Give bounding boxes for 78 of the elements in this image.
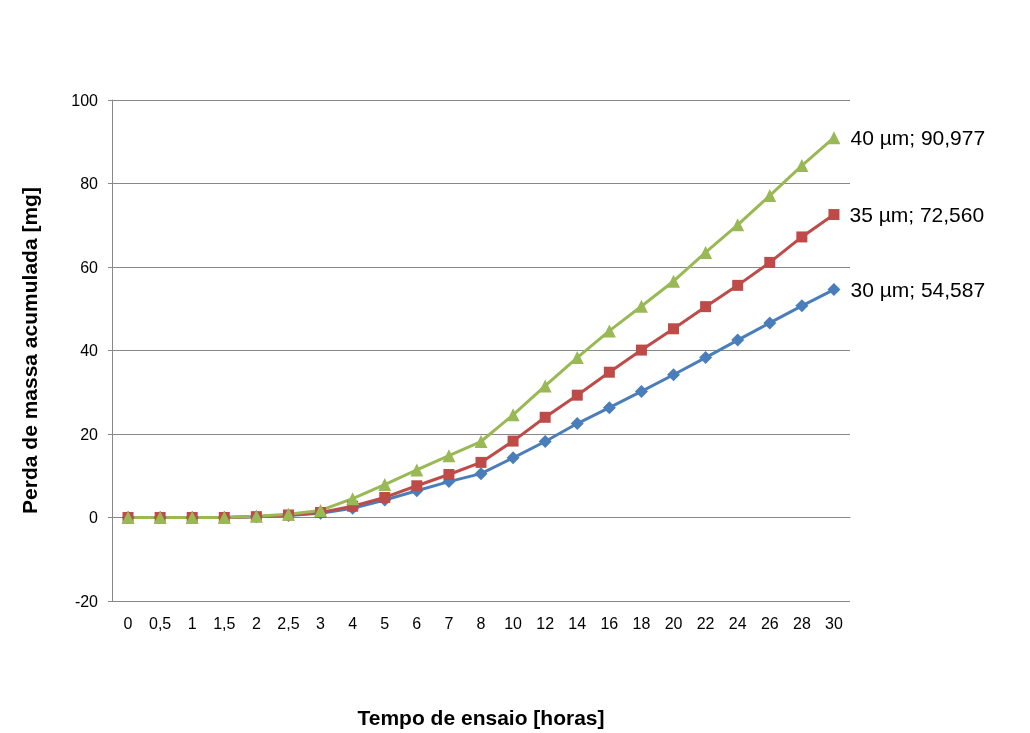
point: [570, 417, 584, 431]
point: [764, 256, 776, 268]
point: [474, 435, 488, 449]
x-tick-label: 22: [696, 614, 715, 632]
x-tick-label: 2: [251, 614, 261, 632]
point: [506, 408, 520, 422]
x-tick-label: 30: [825, 614, 843, 632]
point: [763, 316, 777, 330]
point: [795, 299, 809, 313]
y-tick-label: 100: [71, 91, 99, 109]
data-label: 30 µm; 54,587: [850, 278, 986, 302]
x-tick-label: 12: [536, 614, 555, 632]
x-tick-label: 16: [600, 614, 619, 632]
point: [474, 467, 488, 481]
point: [668, 323, 680, 335]
point: [699, 245, 713, 259]
point: [442, 449, 456, 463]
point: [571, 389, 583, 401]
x-tick-label: 18: [632, 614, 651, 632]
y-tick-label: 0: [89, 509, 99, 526]
y-tick-label: 20: [80, 425, 99, 443]
x-tick-label: 10: [504, 614, 523, 632]
point: [796, 231, 808, 243]
y-tick-label: 80: [80, 175, 99, 192]
point: [603, 366, 615, 378]
y-tick-label: -20: [74, 592, 99, 610]
x-tick-label: 1,5: [213, 614, 236, 632]
x-axis-title: Tempo de ensaio [horas]: [357, 706, 605, 729]
point: [410, 463, 424, 477]
point: [506, 451, 520, 465]
point: [346, 492, 360, 506]
point: [827, 131, 841, 145]
point: [828, 209, 840, 221]
point: [538, 379, 552, 393]
x-tick-label: 24: [728, 614, 747, 632]
point: [570, 351, 584, 365]
x-tick-label: 5: [380, 614, 390, 632]
y-tick-label: 60: [80, 258, 99, 276]
point: [667, 368, 681, 382]
x-tick-label: 14: [568, 614, 587, 632]
x-tick-label: 4: [348, 614, 358, 632]
x-tick-label: 20: [664, 614, 683, 632]
x-tick-label: 26: [760, 614, 779, 632]
x-tick-label: 0: [123, 614, 133, 632]
data-label: 40 µm; 90,977: [850, 126, 986, 150]
x-tick-label: 3: [316, 614, 326, 632]
point: [538, 435, 552, 449]
point: [700, 301, 712, 313]
point: [731, 218, 745, 232]
y-tick-label: 40: [80, 342, 99, 359]
point: [539, 411, 551, 423]
point: [634, 384, 648, 398]
point: [667, 274, 681, 288]
x-tick-label: 0,5: [149, 614, 172, 632]
x-tick-label: 28: [792, 614, 811, 632]
x-tick-label: 2,5: [277, 614, 300, 632]
x-tick-label: 6: [412, 614, 422, 632]
point: [731, 333, 745, 347]
point: [443, 469, 455, 480]
point: [699, 351, 713, 365]
point: [795, 159, 809, 173]
point: [634, 299, 648, 313]
x-tick-label: 7: [444, 614, 454, 632]
x-tick-label: 1: [187, 614, 197, 632]
x-tick-label: 8: [476, 614, 486, 632]
point: [411, 480, 423, 492]
point: [732, 279, 744, 291]
data-label: 35 µm; 72,560: [849, 203, 985, 227]
point: [507, 435, 519, 447]
y-axis-title: Perda de massa acumulada [mg]: [18, 187, 41, 514]
point: [379, 491, 391, 503]
point: [602, 324, 616, 338]
point: [602, 401, 616, 415]
point: [475, 456, 487, 468]
point: [763, 189, 777, 203]
point: [827, 283, 841, 297]
point: [635, 344, 647, 356]
point: [378, 478, 392, 492]
